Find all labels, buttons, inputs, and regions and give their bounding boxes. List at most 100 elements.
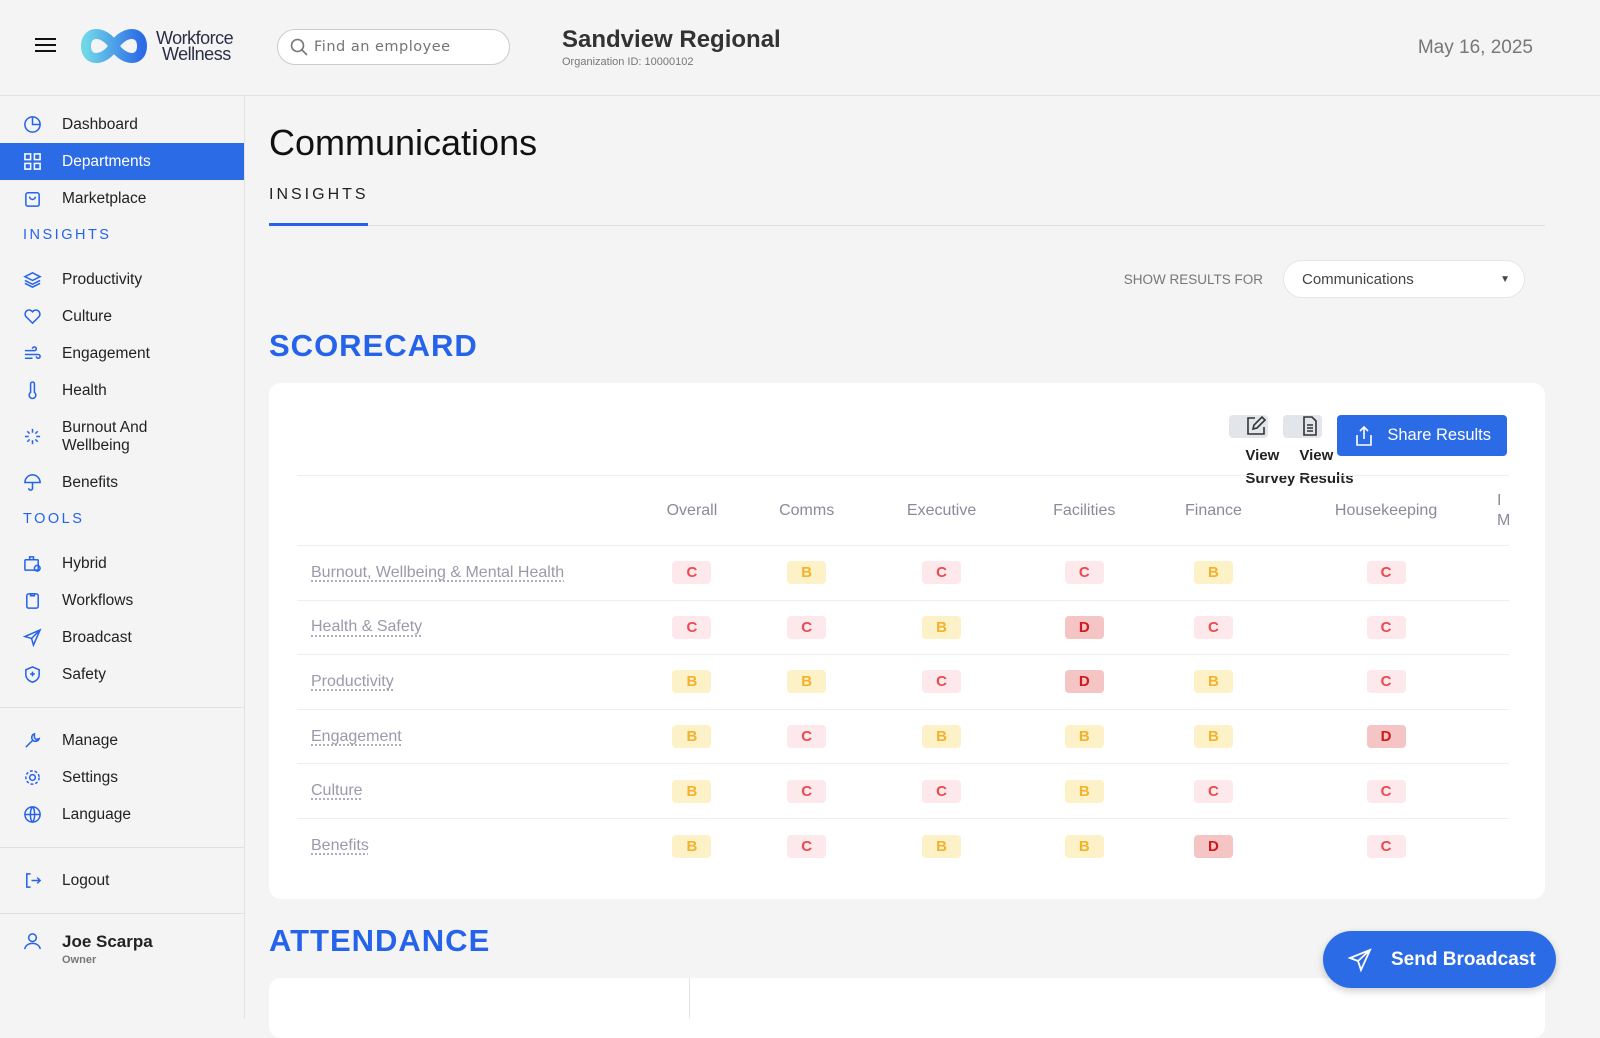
view-survey-button[interactable]: View Survey xyxy=(1229,415,1295,487)
grade-cell: B xyxy=(1151,708,1276,764)
sidebar-item-broadcast[interactable]: Broadcast xyxy=(0,619,244,656)
column-header: Facilities xyxy=(1016,475,1152,546)
grade-badge[interactable]: B xyxy=(922,615,962,639)
category-link[interactable]: Health & Safety xyxy=(311,618,423,636)
employee-search[interactable] xyxy=(277,29,510,65)
grade-badge[interactable]: B xyxy=(1064,725,1104,749)
menu-icon[interactable] xyxy=(35,38,56,56)
sidebar-item-logout[interactable]: Logout xyxy=(0,862,244,899)
grade-badge[interactable]: B xyxy=(922,834,962,858)
sidebar-item-label: Dashboard xyxy=(62,115,138,133)
grade-badge[interactable]: B xyxy=(1193,725,1233,749)
sidebar-item-manage[interactable]: Manage xyxy=(0,722,244,759)
grade-badge[interactable]: B xyxy=(787,670,827,694)
grade-badge[interactable]: B xyxy=(922,725,962,749)
category-link[interactable]: Benefits xyxy=(311,837,369,855)
sidebar-item-marketplace[interactable]: Marketplace xyxy=(0,180,244,217)
grade-badge[interactable]: C xyxy=(922,670,962,694)
grade-badge[interactable]: B xyxy=(1064,779,1104,803)
scorecard-table: Overall Comms Executive Facilities Finance Ho… xyxy=(297,475,1509,874)
logo[interactable]: Workforce Wellness xyxy=(80,26,234,66)
column-header: Overall xyxy=(637,475,747,546)
grade-cell: C xyxy=(746,817,867,874)
grade-badge[interactable]: C xyxy=(922,779,962,803)
grade-badge[interactable]: B xyxy=(672,670,712,694)
sidebar-item-label: Marketplace xyxy=(62,189,147,207)
grade-badge[interactable]: C xyxy=(922,561,962,585)
grade-badge[interactable]: C xyxy=(787,834,827,858)
grade-badge[interactable]: C xyxy=(1366,615,1406,639)
grade-badge[interactable]: C xyxy=(1064,561,1104,585)
sidebar-item-workflows[interactable]: Workflows xyxy=(0,582,244,619)
grade-badge[interactable]: C xyxy=(1193,779,1233,803)
grade-badge[interactable]: C xyxy=(1193,615,1233,639)
grade-badge[interactable]: B xyxy=(672,725,712,749)
grade-badge[interactable]: C xyxy=(1366,670,1406,694)
sidebar-item-burnout[interactable]: Burnout And Wellbeing xyxy=(0,409,244,464)
column-header: I M xyxy=(1497,475,1509,546)
sidebar-item-safety[interactable]: Safety xyxy=(0,656,244,693)
grade-badge[interactable]: C xyxy=(672,615,712,639)
search-input[interactable] xyxy=(314,39,494,55)
heart-icon xyxy=(24,309,41,325)
grade-cell: C xyxy=(746,763,867,819)
grade-cell: C xyxy=(637,545,747,601)
table-row: Culture B C C B C C xyxy=(297,763,1509,819)
org-name: Sandview Regional xyxy=(562,26,781,53)
sidebar-item-culture[interactable]: Culture xyxy=(0,298,244,335)
column-header: Executive xyxy=(866,475,1017,546)
sidebar-item-departments[interactable]: Departments xyxy=(0,143,244,180)
grade-badge[interactable]: D xyxy=(1064,670,1104,694)
sidebar-item-dashboard[interactable]: Dashboard xyxy=(0,106,244,143)
sidebar-item-productivity[interactable]: Productivity xyxy=(0,261,244,298)
sidebar-item-engagement[interactable]: Engagement xyxy=(0,335,244,372)
grade-badge[interactable]: C xyxy=(787,615,827,639)
logout-icon xyxy=(26,873,42,888)
tab-insights[interactable]: INSIGHTS xyxy=(269,186,368,226)
category-cell: Health & Safety xyxy=(297,599,637,655)
sidebar-item-label: Departments xyxy=(62,152,151,170)
category-link[interactable]: Burnout, Wellbeing & Mental Health xyxy=(311,563,565,581)
category-cell: Culture xyxy=(297,763,637,819)
logo-icon xyxy=(80,29,148,63)
grade-badge[interactable]: B xyxy=(1193,670,1233,694)
grade-badge[interactable]: C xyxy=(1366,834,1406,858)
grade-cell: C xyxy=(746,708,867,764)
sidebar-item-label: Safety xyxy=(62,665,106,683)
grade-badge[interactable]: D xyxy=(1366,725,1406,749)
grade-cell: B xyxy=(1151,545,1276,601)
grade-badge[interactable]: B xyxy=(672,779,712,803)
send-broadcast-button[interactable]: Send Broadcast xyxy=(1323,931,1556,988)
grade-cell: B xyxy=(637,763,747,819)
category-link[interactable]: Engagement xyxy=(311,727,402,745)
grade-cell: B xyxy=(1016,817,1152,874)
department-select[interactable]: Communications ▼ xyxy=(1283,260,1525,298)
grade-badge[interactable]: C xyxy=(787,725,827,749)
grade-badge[interactable]: B xyxy=(787,561,827,585)
grade-cell: B xyxy=(637,817,747,874)
sidebar-item-health[interactable]: Health xyxy=(0,372,244,409)
category-link[interactable]: Productivity xyxy=(311,672,394,690)
share-results-button[interactable]: Share Results xyxy=(1337,415,1507,456)
category-link[interactable]: Culture xyxy=(311,782,363,800)
grade-cell xyxy=(1497,708,1509,764)
gear-icon xyxy=(25,770,40,785)
grade-badge[interactable]: B xyxy=(1193,561,1233,585)
grade-badge[interactable]: B xyxy=(672,834,712,858)
user-profile[interactable]: Joe Scarpa Owner xyxy=(23,932,153,966)
grade-badge[interactable]: D xyxy=(1193,834,1233,858)
attendance-title: ATTENDANCE xyxy=(269,923,491,958)
sidebar-item-benefits[interactable]: Benefits xyxy=(0,464,244,501)
grade-badge[interactable]: B xyxy=(1064,834,1104,858)
grade-badge[interactable]: D xyxy=(1064,615,1104,639)
layers-icon xyxy=(23,272,42,288)
grade-badge[interactable]: C xyxy=(1366,561,1406,585)
sidebar-item-settings[interactable]: Settings xyxy=(0,759,244,796)
sidebar-item-label: Benefits xyxy=(62,473,119,491)
sidebar-item-hybrid[interactable]: Hybrid xyxy=(0,545,244,582)
grade-badge[interactable]: C xyxy=(672,561,712,585)
sidebar-item-language[interactable]: Language xyxy=(0,796,244,833)
view-results-button[interactable]: View Results xyxy=(1283,415,1354,487)
grade-badge[interactable]: C xyxy=(787,779,827,803)
grade-badge[interactable]: C xyxy=(1366,779,1406,803)
